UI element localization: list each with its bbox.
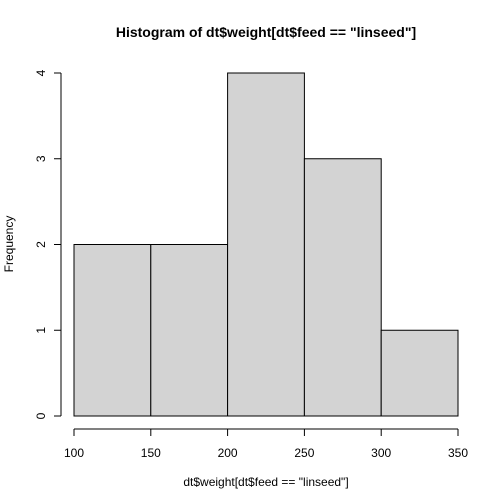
x-tick-label: 150 — [141, 446, 161, 460]
histogram-bar — [227, 72, 305, 417]
x-axis-label: dt$weight[dt$feed == "linseed"] — [183, 475, 348, 489]
histogram-bar — [303, 158, 382, 417]
x-tick-label: 250 — [294, 446, 314, 460]
y-tick-label: 2 — [34, 241, 48, 248]
x-tick-label: 350 — [448, 446, 468, 460]
x-axis: 100 150 200 250 300 350 — [64, 428, 468, 460]
histogram-bar — [380, 329, 459, 417]
y-tick-label: 4 — [34, 69, 48, 76]
bars-group — [73, 72, 459, 417]
y-axis-label: Frequency — [2, 216, 16, 273]
y-tick-label: 1 — [34, 327, 48, 334]
x-tick-label: 300 — [371, 446, 391, 460]
x-tick-label: 100 — [64, 446, 84, 460]
chart-title: Histogram of dt$weight[dt$feed == "linse… — [116, 24, 416, 40]
x-tick-label: 200 — [218, 446, 238, 460]
histogram-bar — [150, 244, 229, 417]
histogram-bar — [73, 244, 152, 417]
y-axis: 0 1 2 3 4 — [34, 69, 62, 419]
y-tick-label: 3 — [34, 155, 48, 162]
y-tick-label: 0 — [34, 412, 48, 419]
